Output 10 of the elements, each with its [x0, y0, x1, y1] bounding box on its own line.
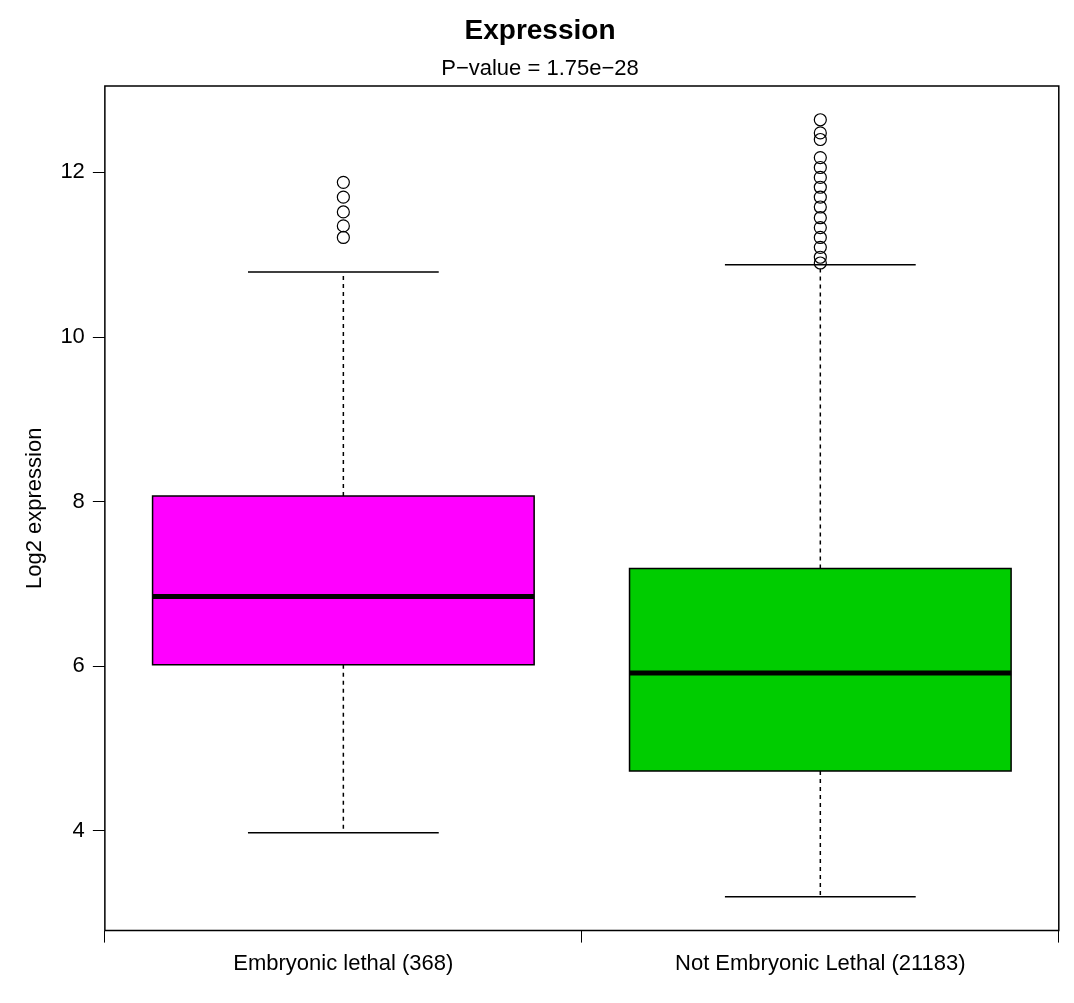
- x-tick-label: Embryonic lethal (368): [233, 949, 454, 975]
- y-tick-label: 6: [72, 652, 85, 678]
- chart-subtitle: P−value = 1.75e−28: [441, 54, 639, 80]
- y-tick-label: 8: [72, 487, 85, 513]
- y-tick-label: 12: [60, 158, 85, 184]
- x-tick-label: Not Embryonic Lethal (21183): [675, 949, 966, 975]
- y-axis-title: Log2 expression: [21, 427, 47, 590]
- y-tick-label: 4: [72, 817, 85, 843]
- chart-title: Expression: [464, 13, 616, 45]
- y-tick-label: 10: [60, 323, 85, 349]
